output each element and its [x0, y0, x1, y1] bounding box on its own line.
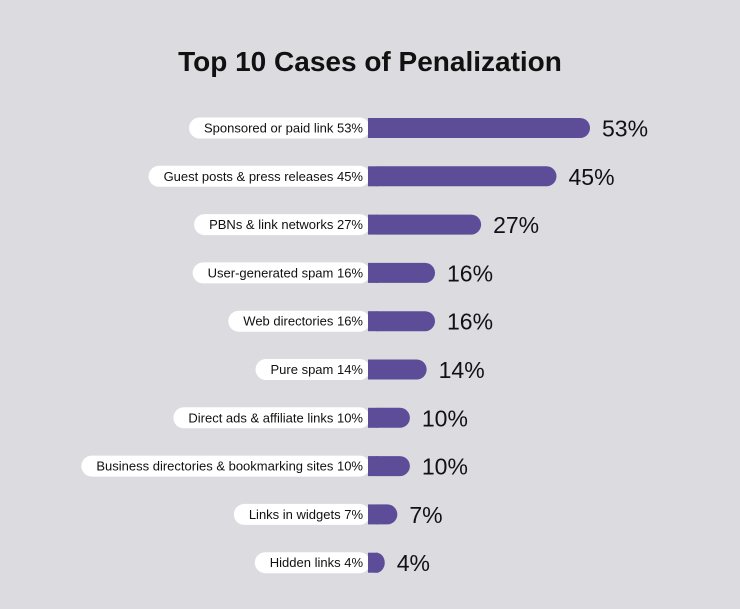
value-label: 16%: [447, 309, 493, 335]
bar-base: [368, 214, 378, 235]
category-label-pill: [173, 407, 370, 429]
bar: [368, 262, 436, 283]
bar: [368, 407, 410, 428]
category-label-pill: [148, 165, 370, 187]
bar-base: [368, 359, 378, 380]
category-label-pill: [189, 117, 370, 139]
value-label: 53%: [602, 116, 648, 142]
category-label-pill: [233, 503, 370, 525]
bar-rows: Sponsored or paid link 53% 53% Guest posts…: [81, 116, 648, 576]
category-label-pill: [194, 214, 370, 236]
category-label: Hidden links 4%: [270, 555, 364, 570]
bar-base: [368, 166, 378, 187]
category-label: Direct ads & affiliate links 10%: [188, 410, 363, 425]
category-label: Sponsored or paid link 53%: [204, 121, 363, 136]
category-label: Links in widgets 7%: [249, 507, 364, 522]
chart-title: Top 10 Cases of Penalization: [178, 46, 562, 77]
bar: [368, 118, 590, 138]
bar-base: [368, 407, 378, 428]
value-label: 10%: [422, 405, 468, 431]
category-label: User-generated spam 16%: [208, 265, 364, 280]
category-label: Business directories & bookmarking sites…: [96, 459, 363, 474]
bar: [368, 456, 410, 477]
bar: [368, 214, 482, 235]
value-label: 4%: [397, 550, 430, 576]
category-label: PBNs & link networks 27%: [209, 217, 363, 232]
bar: [368, 166, 557, 187]
category-label: Pure spam 14%: [271, 362, 364, 377]
bar-base: [368, 262, 378, 283]
value-label: 7%: [409, 502, 442, 528]
value-label: 14%: [439, 357, 485, 383]
category-label-pill: [81, 455, 370, 477]
category-label: Guest posts & press releases 45%: [164, 169, 364, 184]
value-label: 10%: [422, 454, 468, 480]
bar-base: [368, 504, 378, 525]
category-label: Web directories 16%: [243, 314, 363, 329]
bar-base: [368, 311, 378, 332]
category-label-pill: [255, 359, 370, 380]
bar-base: [368, 456, 378, 477]
category-label-pill: [228, 310, 370, 332]
value-label: 45%: [568, 164, 614, 190]
value-label: 16%: [447, 260, 493, 286]
bar-base: [368, 118, 378, 138]
bar: [368, 311, 436, 332]
bar: [368, 359, 427, 380]
value-label: 27%: [493, 212, 539, 238]
category-label-pill: [192, 262, 370, 284]
bar-base: [368, 552, 378, 573]
category-label-pill: [254, 552, 370, 574]
